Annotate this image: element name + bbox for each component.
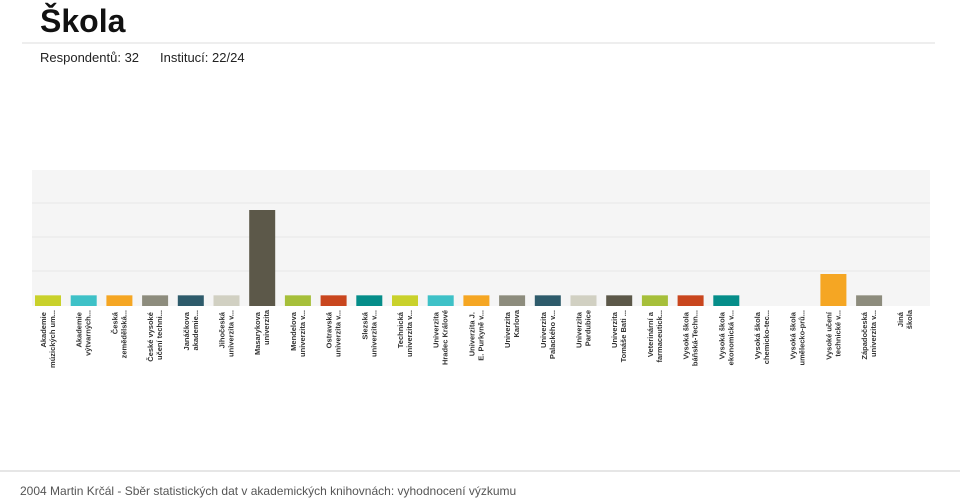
bar — [213, 295, 240, 306]
bar — [570, 295, 597, 306]
x-tick-label: Vysoká škola báňská-Techn... — [682, 310, 700, 366]
x-tick-label: Slezská univerzita v... — [360, 310, 378, 357]
bar — [284, 295, 311, 306]
x-tick-label: Veterinární a farmaceutick... — [646, 310, 664, 363]
bar — [106, 295, 133, 306]
chart-title: Škola — [40, 3, 126, 39]
bar — [427, 295, 454, 306]
footer: 2004 Martin Krčál - Sběr statistických d… — [20, 484, 516, 498]
x-tick-label: Vysoká škola chemicko-tec... — [753, 310, 771, 364]
bar — [856, 295, 883, 306]
bar — [142, 295, 169, 306]
x-tick-label: Jiná škola — [896, 309, 914, 329]
x-tick-label: Západočeská univerzita v... — [860, 310, 878, 360]
bar — [70, 295, 97, 306]
x-tick-label: Univerzita Tomáše Bati ... — [610, 310, 628, 362]
x-tick-label: Česká zemědělská... — [110, 310, 128, 358]
x-tick-label: Jihočeská univerzita v... — [218, 310, 236, 357]
bar — [35, 295, 61, 306]
bar — [320, 295, 347, 306]
subtitle: Institucí: 22/24 — [160, 50, 245, 65]
x-tick-label: Janáčkova akademie... — [182, 310, 200, 350]
x-tick-label: Univerzita Pardubice — [575, 310, 593, 348]
bar — [713, 295, 740, 306]
x-tick-label: Ostravská univerzita v... — [325, 310, 343, 357]
x-tick-label: Technická univerzita v... — [396, 310, 414, 357]
bar — [249, 210, 276, 306]
x-tick-label: Univerzita Hradec Králové — [432, 310, 450, 365]
bar — [534, 295, 561, 306]
x-tick-label: Masarykova univerzita — [253, 309, 271, 355]
bar — [356, 295, 383, 306]
bar — [820, 274, 847, 306]
x-tick-label: Akademie výtvarných... — [75, 310, 93, 356]
x-tick-label: Univerzita Karlova — [503, 309, 521, 348]
bar — [463, 295, 490, 306]
x-tick-label: Univerzita Palackého v... — [539, 310, 557, 359]
x-tick-label: Vysoká škola umělecko-prů... — [789, 310, 807, 365]
x-tick-label: Vysoká škola ekonomická v... — [717, 310, 735, 365]
bar — [177, 295, 204, 306]
x-tick-label: Akademie múzických um... — [39, 310, 57, 368]
subtitle: Respondentů: 32 — [40, 50, 139, 65]
bar — [641, 295, 668, 306]
bar — [677, 295, 704, 306]
x-tick-label: Univerzita J. E. Purkyně v... — [467, 310, 485, 361]
x-tick-label: Mendelova univerzita v... — [289, 310, 307, 357]
plot-area — [32, 170, 930, 306]
x-tick-label: České vysoké učení techni... — [146, 310, 164, 362]
bar — [606, 295, 633, 306]
bar — [499, 295, 526, 306]
x-tick-label: Vysoké učení technické v... — [824, 310, 842, 360]
bar — [392, 295, 418, 306]
